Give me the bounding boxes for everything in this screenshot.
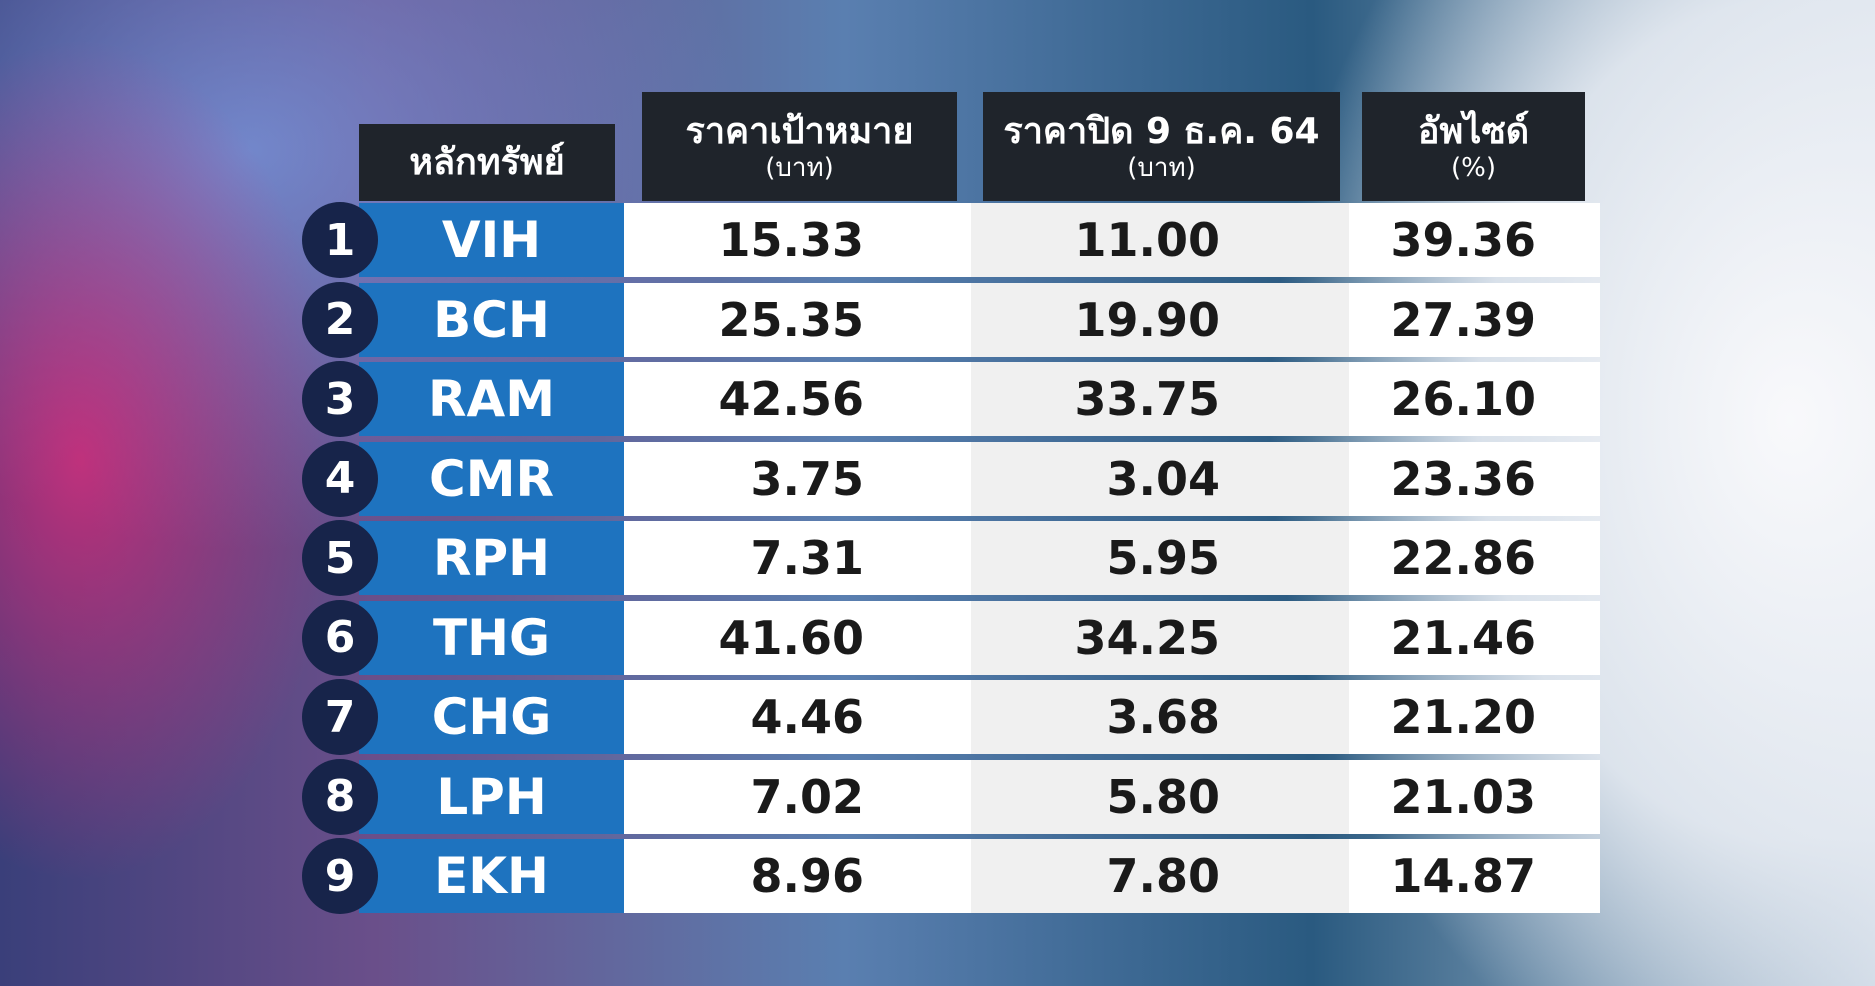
header-unit: (%) xyxy=(1451,152,1496,183)
cell-bg xyxy=(1349,203,1600,277)
rank-badge: 1 xyxy=(302,202,378,278)
header-title: หลักทรัพย์ xyxy=(409,141,565,183)
cell-bg xyxy=(971,282,1349,357)
cell-bg xyxy=(971,441,1349,516)
cell-bg xyxy=(624,203,971,277)
column-header: ราคาเป้าหมาย (บาท) xyxy=(642,92,957,201)
column-header: อัพไซด์ (%) xyxy=(1362,92,1585,201)
value-cell: 7.02 xyxy=(750,769,865,824)
cell-bg xyxy=(1349,521,1600,595)
symbol-cell: BCH xyxy=(359,282,624,357)
value-cell: 39.36 xyxy=(1390,213,1536,267)
cell-bg xyxy=(971,839,1349,913)
rank-badge: 2 xyxy=(302,281,378,358)
column-header: ราคาปิด 9 ธ.ค. 64 (บาท) xyxy=(983,92,1340,201)
rank-badge: 3 xyxy=(302,361,378,437)
cell-bg xyxy=(1349,282,1600,357)
cell-bg xyxy=(624,600,971,675)
header-title: ราคาเป้าหมาย xyxy=(685,110,914,152)
cell-bg xyxy=(971,680,1349,754)
value-cell: 34.25 xyxy=(1074,610,1220,665)
value-cell: 33.75 xyxy=(1074,372,1220,426)
symbol-cell: VIH xyxy=(359,203,624,277)
cell-bg xyxy=(624,839,971,913)
cell-bg xyxy=(1349,680,1600,754)
header-title: อัพไซด์ xyxy=(1417,110,1530,152)
value-cell: 14.87 xyxy=(1390,849,1536,903)
cell-bg xyxy=(971,203,1349,277)
rank-badge: 4 xyxy=(302,440,378,517)
symbol-cell: CHG xyxy=(359,680,624,754)
value-cell: 42.56 xyxy=(718,372,864,426)
value-cell: 4.46 xyxy=(750,690,865,744)
cell-bg xyxy=(624,282,971,357)
value-cell: 23.36 xyxy=(1390,451,1536,506)
rank-badge: 6 xyxy=(302,599,378,676)
value-cell: 19.90 xyxy=(1074,292,1220,347)
value-cell: 21.20 xyxy=(1390,690,1536,744)
value-cell: 3.75 xyxy=(750,451,865,506)
header-unit: (บาท) xyxy=(765,152,834,183)
rank-badge: 5 xyxy=(302,520,378,596)
header-unit: (บาท) xyxy=(1127,152,1196,183)
cell-bg xyxy=(1349,362,1600,436)
cell-bg xyxy=(624,759,971,834)
cell-bg xyxy=(624,441,971,516)
symbol-cell: RPH xyxy=(359,521,624,595)
cell-bg xyxy=(971,759,1349,834)
value-cell: 21.03 xyxy=(1390,769,1536,824)
value-cell: 7.31 xyxy=(750,531,865,585)
value-cell: 5.95 xyxy=(1106,531,1221,585)
symbol-cell: LPH xyxy=(359,759,624,834)
symbol-cell: THG xyxy=(359,600,624,675)
rank-badge: 8 xyxy=(302,758,378,835)
value-cell: 25.35 xyxy=(718,292,864,347)
value-cell: 21.46 xyxy=(1390,610,1536,665)
value-cell: 8.96 xyxy=(750,849,865,903)
value-cell: 3.04 xyxy=(1106,451,1221,506)
cell-bg xyxy=(1349,839,1600,913)
header-title: ราคาปิด 9 ธ.ค. 64 xyxy=(1003,110,1320,152)
value-cell: 7.80 xyxy=(1106,849,1221,903)
cell-bg xyxy=(1349,441,1600,516)
symbol-cell: EKH xyxy=(359,839,624,913)
value-cell: 26.10 xyxy=(1390,372,1536,426)
cell-bg xyxy=(1349,759,1600,834)
symbol-cell: CMR xyxy=(359,441,624,516)
value-cell: 27.39 xyxy=(1390,292,1536,347)
value-cell: 5.80 xyxy=(1106,769,1221,824)
cell-bg xyxy=(624,362,971,436)
cell-bg xyxy=(971,362,1349,436)
value-cell: 11.00 xyxy=(1074,213,1220,267)
rank-badge: 9 xyxy=(302,838,378,914)
cell-bg xyxy=(1349,600,1600,675)
value-cell: 22.86 xyxy=(1390,531,1536,585)
cell-bg xyxy=(971,600,1349,675)
cell-bg xyxy=(624,521,971,595)
cell-bg xyxy=(624,680,971,754)
value-cell: 41.60 xyxy=(718,610,864,665)
symbol-cell: RAM xyxy=(359,362,624,436)
rank-badge: 7 xyxy=(302,679,378,755)
column-header: หลักทรัพย์ xyxy=(359,124,615,201)
value-cell: 15.33 xyxy=(718,213,864,267)
value-cell: 3.68 xyxy=(1106,690,1221,744)
cell-bg xyxy=(971,521,1349,595)
